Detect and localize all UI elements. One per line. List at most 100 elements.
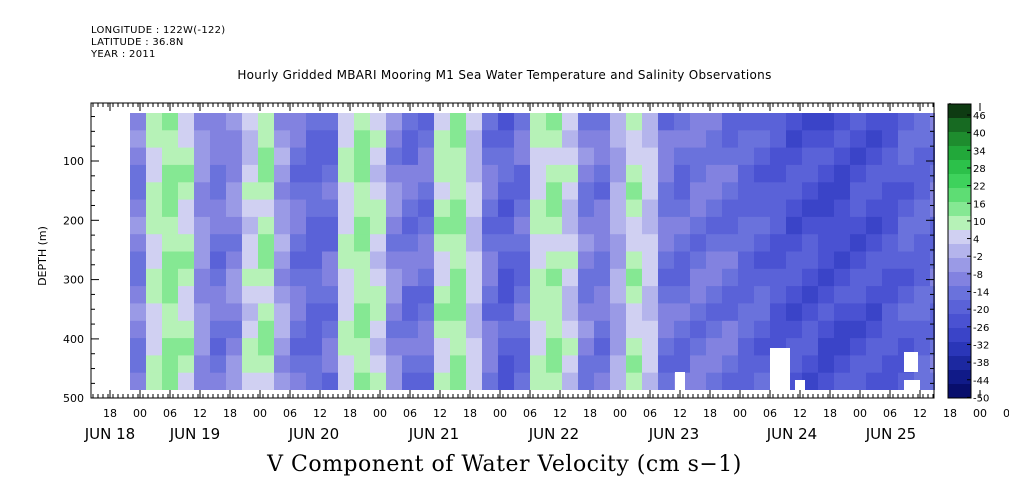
- heatmap-cell: [434, 320, 451, 339]
- heatmap-cell: [546, 320, 563, 339]
- heatmap-cell: [402, 182, 419, 201]
- heatmap-cell: [562, 338, 579, 356]
- x-date-label: JUN 25: [865, 425, 916, 443]
- heatmap-cell: [786, 182, 803, 201]
- heatmap-cell: [690, 147, 707, 166]
- heatmap-cell: [418, 303, 435, 322]
- heatmap-cell: [354, 251, 371, 270]
- heatmap-cell: [402, 147, 419, 166]
- heatmap-cell: [354, 286, 371, 304]
- heatmap-cell: [338, 130, 355, 149]
- heatmap-cell: [770, 147, 787, 166]
- colorbar-label: -44: [973, 376, 989, 387]
- heatmap-cell: [658, 130, 675, 149]
- heatmap-cell: [402, 113, 419, 131]
- heatmap-cell: [610, 234, 627, 252]
- heatmap-cell: [466, 130, 483, 149]
- heatmap-cell: [610, 216, 627, 235]
- heatmap-cell: [754, 303, 771, 322]
- heatmap-cell: [274, 113, 291, 131]
- colorbar-swatch: [948, 244, 971, 259]
- heatmap-cell: [578, 182, 595, 201]
- x-tick-label: 12: [793, 407, 807, 420]
- heatmap-cell: [866, 355, 883, 374]
- heatmap-cell: [562, 303, 579, 322]
- heatmap-cell: [258, 216, 275, 235]
- heatmap-cell: [434, 286, 451, 304]
- heatmap-cell: [898, 147, 915, 166]
- heatmap-cell: [722, 372, 739, 390]
- heatmap-cell: [850, 268, 867, 287]
- heatmap-cell: [226, 251, 243, 270]
- heatmap-cell: [482, 268, 499, 287]
- heatmap-cell: [418, 199, 435, 218]
- heatmap-cell: [130, 130, 147, 149]
- heatmap-cell: [530, 164, 547, 183]
- heatmap-cell: [482, 338, 499, 356]
- heatmap-cell: [866, 113, 883, 131]
- heatmap-cell: [834, 372, 851, 390]
- heatmap-cell: [210, 303, 227, 322]
- heatmap-cell: [354, 234, 371, 252]
- heatmap-cell: [658, 251, 675, 270]
- heatmap-cell: [274, 130, 291, 149]
- heatmap-cell: [514, 303, 531, 322]
- heatmap-cell: [594, 216, 611, 235]
- heatmap-cell: [354, 199, 371, 218]
- heatmap-cell: [290, 320, 307, 339]
- colorbar-label: -26: [973, 323, 989, 334]
- heatmap-cell: [658, 147, 675, 166]
- heatmap-cell: [674, 147, 691, 166]
- heatmap-cell: [386, 286, 403, 304]
- heatmap-cell: [450, 147, 467, 166]
- heatmap-cell: [578, 216, 595, 235]
- heatmap-cell: [578, 130, 595, 149]
- heatmap-cell: [130, 234, 147, 252]
- plot-area: [90, 102, 935, 399]
- heatmap-cell: [674, 303, 691, 322]
- heatmap-cell: [722, 216, 739, 235]
- heatmap-cell: [370, 372, 387, 390]
- heatmap-cell: [850, 320, 867, 339]
- heatmap-cell: [354, 216, 371, 235]
- heatmap-cell: [146, 268, 163, 287]
- heatmap-cell: [434, 164, 451, 183]
- heatmap-cell: [210, 338, 227, 356]
- heatmap-cell: [258, 303, 275, 322]
- heatmap-cell: [802, 182, 819, 201]
- heatmap-cell: [834, 182, 851, 201]
- heatmap-cell: [658, 320, 675, 339]
- heatmap-cell: [914, 147, 931, 166]
- heatmap-cell: [562, 199, 579, 218]
- heatmap-cell: [626, 147, 643, 166]
- heatmap-cell: [226, 268, 243, 287]
- heatmap-cell: [258, 130, 275, 149]
- heatmap-cell: [706, 182, 723, 201]
- heatmap-cell: [802, 130, 819, 149]
- x-tick-label: 18: [223, 407, 237, 420]
- heatmap-cell: [594, 182, 611, 201]
- heatmap-cell: [418, 338, 435, 356]
- heatmap-cell: [546, 251, 563, 270]
- heatmap-cell: [386, 113, 403, 131]
- heatmap-cell: [610, 113, 627, 131]
- heatmap-cell: [658, 268, 675, 287]
- heatmap-cell: [322, 355, 339, 374]
- colorbar-label: -8: [973, 270, 983, 281]
- heatmap-cell: [866, 303, 883, 322]
- heatmap-cell: [386, 320, 403, 339]
- heatmap-cell: [690, 130, 707, 149]
- heatmap-cell: [322, 320, 339, 339]
- heatmap-cell: [914, 182, 931, 201]
- heatmap-cell: [386, 130, 403, 149]
- heatmap-cell: [610, 130, 627, 149]
- heatmap-cell: [290, 338, 307, 356]
- heatmap-cell: [434, 182, 451, 201]
- heatmap-cell: [610, 338, 627, 356]
- heatmap-cell: [466, 286, 483, 304]
- heatmap-cell: [642, 268, 659, 287]
- heatmap-cell: [402, 164, 419, 183]
- heatmap-cell: [162, 234, 179, 252]
- heatmap-cell: [498, 372, 515, 390]
- heatmap-cell: [594, 268, 611, 287]
